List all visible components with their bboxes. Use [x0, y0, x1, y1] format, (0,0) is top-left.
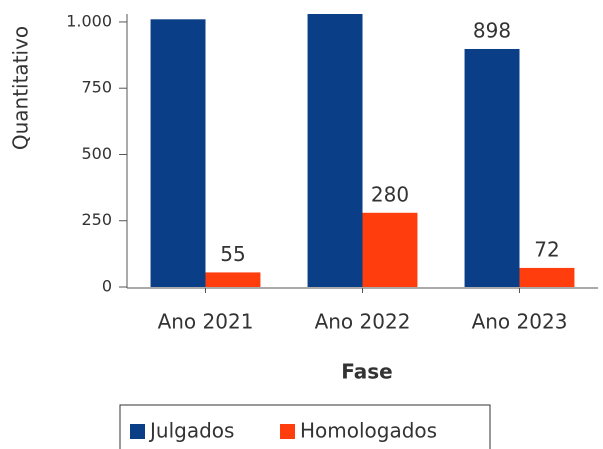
legend-swatch — [280, 424, 295, 439]
bar — [307, 14, 363, 288]
bar — [362, 212, 418, 287]
legend-swatch — [130, 424, 145, 439]
y-tick-label: 250 — [81, 210, 112, 229]
bar — [464, 48, 520, 288]
y-tick-label: 1.000 — [66, 11, 112, 30]
bar — [519, 267, 575, 287]
data-label: 72 — [534, 237, 559, 261]
data-label: 898 — [473, 18, 511, 42]
y-axis-title: Quantitativo — [9, 26, 33, 150]
legend-label: Julgados — [148, 419, 234, 443]
bar — [150, 19, 206, 288]
x-axis-title: Fase — [341, 360, 392, 384]
y-tick-label: 750 — [81, 78, 112, 97]
legend-label: Homologados — [300, 419, 437, 443]
data-label: 55 — [220, 242, 245, 266]
x-tick-label: Ano 2022 — [315, 310, 411, 334]
data-label: 280 — [371, 182, 409, 206]
plot-area — [150, 14, 575, 288]
y-tick-label: 500 — [81, 144, 112, 163]
x-tick-label: Ano 2023 — [472, 310, 568, 334]
legend-box — [119, 404, 491, 449]
x-tick-label: Ano 2021 — [158, 310, 254, 334]
bar — [205, 272, 261, 287]
y-tick-label: 0 — [102, 277, 112, 296]
